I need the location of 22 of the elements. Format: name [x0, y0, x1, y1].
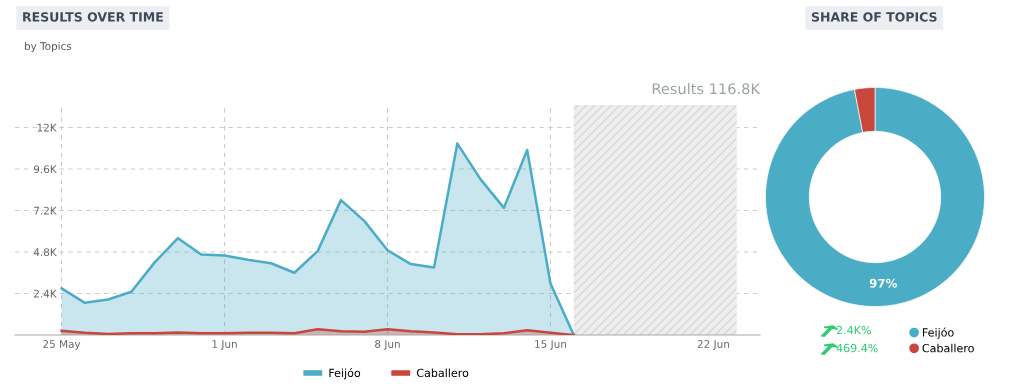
chart-title: RESULTS OVER TIME	[23, 12, 163, 22]
text: 469.4%	[836, 343, 878, 353]
legend-label: Feijóo	[329, 368, 361, 380]
y-tick-label: 2.4K	[34, 289, 57, 298]
data-label: 97%	[869, 278, 897, 288]
x-tick-label: 8 Jun	[375, 340, 400, 350]
legend-label: Feijóo	[922, 327, 954, 339]
x-tick-label: 25 May	[43, 340, 81, 350]
text: Results 116.8K	[652, 82, 761, 95]
x-tick-label: 15 Jun	[535, 340, 567, 350]
text: 2.4K%	[836, 325, 871, 335]
y-tick-label: 4.8K	[33, 248, 57, 257]
chart-title: SHARE OF TOPICS	[811, 12, 937, 22]
y-tick-label: 7.2K	[34, 206, 57, 215]
donut-slice	[765, 87, 985, 307]
legend-label: Caballero	[922, 343, 974, 353]
x-tick-label: 22 Jun	[697, 340, 729, 350]
y-tick-label: 9.6K	[33, 165, 57, 174]
legend-label: Caballero	[416, 368, 469, 378]
x-tick-label: 1 Jun	[212, 340, 237, 350]
y-tick-label: 12K	[37, 123, 57, 132]
chart-subtitle: by Topics	[24, 41, 72, 53]
